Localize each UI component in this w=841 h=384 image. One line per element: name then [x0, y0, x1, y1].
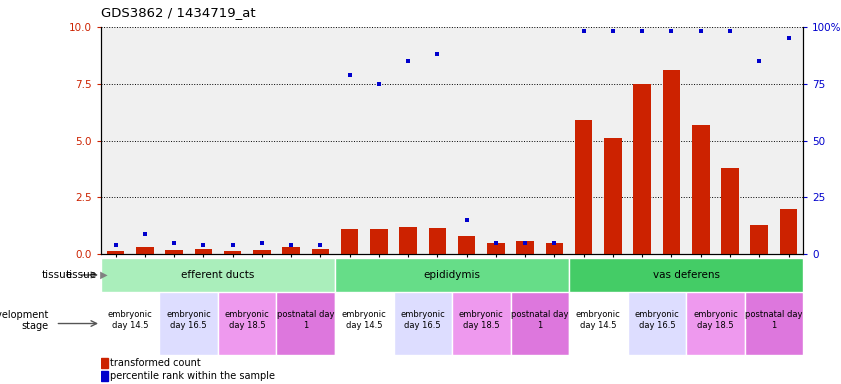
Text: efferent ducts: efferent ducts: [182, 270, 255, 280]
Point: [547, 240, 561, 246]
Bar: [692, 125, 710, 254]
Text: development
stage: development stage: [0, 310, 49, 331]
Point: [167, 240, 181, 246]
Bar: [686, 292, 744, 355]
Text: postnatal day
1: postnatal day 1: [277, 310, 335, 330]
Text: embryonic
day 18.5: embryonic day 18.5: [693, 310, 738, 330]
Bar: [744, 292, 803, 355]
Bar: [750, 225, 768, 254]
Text: postnatal day
1: postnatal day 1: [511, 310, 569, 330]
Bar: [452, 292, 510, 355]
Point: [753, 58, 766, 64]
Text: embryonic
day 16.5: embryonic day 16.5: [400, 310, 445, 330]
Text: vas deferens: vas deferens: [653, 270, 720, 280]
Point: [138, 231, 151, 237]
Point: [197, 242, 210, 248]
Text: GDS3862 / 1434719_at: GDS3862 / 1434719_at: [101, 6, 256, 19]
Text: postnatal day
1: postnatal day 1: [745, 310, 802, 330]
Bar: [253, 250, 271, 254]
Bar: [516, 240, 534, 254]
Bar: [335, 292, 394, 355]
Point: [108, 242, 122, 248]
Text: tissue: tissue: [66, 270, 97, 280]
Bar: [429, 228, 447, 254]
Bar: [101, 258, 335, 292]
Bar: [101, 358, 108, 368]
Text: tissue: tissue: [41, 270, 72, 280]
Point: [489, 240, 503, 246]
Point: [518, 240, 532, 246]
Bar: [487, 243, 505, 254]
Bar: [780, 209, 797, 254]
Point: [694, 28, 707, 35]
Bar: [311, 248, 329, 254]
Text: percentile rank within the sample: percentile rank within the sample: [110, 371, 275, 381]
Bar: [663, 70, 680, 254]
Text: epididymis: epididymis: [424, 270, 480, 280]
Bar: [335, 258, 569, 292]
Bar: [569, 292, 627, 355]
Point: [226, 242, 240, 248]
Point: [314, 242, 327, 248]
Bar: [627, 292, 686, 355]
Text: embryonic
day 14.5: embryonic day 14.5: [108, 310, 152, 330]
Bar: [136, 247, 154, 254]
Point: [343, 71, 357, 78]
Text: embryonic
day 18.5: embryonic day 18.5: [225, 310, 270, 330]
Bar: [575, 120, 592, 254]
Point: [284, 242, 298, 248]
Point: [723, 28, 737, 35]
Bar: [633, 84, 651, 254]
Bar: [370, 229, 388, 254]
Bar: [546, 243, 563, 254]
Point: [431, 51, 444, 57]
Bar: [510, 292, 569, 355]
Bar: [101, 371, 108, 381]
Point: [460, 217, 473, 223]
Bar: [101, 292, 160, 355]
Bar: [569, 258, 803, 292]
Bar: [160, 292, 218, 355]
Bar: [458, 236, 475, 254]
Text: embryonic
day 16.5: embryonic day 16.5: [167, 310, 211, 330]
Point: [255, 240, 268, 246]
Bar: [224, 251, 241, 254]
Text: embryonic
day 16.5: embryonic day 16.5: [634, 310, 680, 330]
Bar: [194, 248, 212, 254]
Point: [577, 28, 590, 35]
Bar: [722, 168, 738, 254]
Bar: [283, 247, 300, 254]
Point: [636, 28, 649, 35]
Bar: [277, 292, 335, 355]
Bar: [394, 292, 452, 355]
Bar: [604, 138, 621, 254]
Text: embryonic
day 18.5: embryonic day 18.5: [459, 310, 504, 330]
Point: [373, 81, 386, 87]
Text: embryonic
day 14.5: embryonic day 14.5: [342, 310, 387, 330]
Bar: [107, 251, 124, 254]
Text: ▶: ▶: [97, 270, 108, 280]
Bar: [166, 250, 182, 254]
Bar: [218, 292, 277, 355]
Point: [782, 35, 796, 41]
Point: [401, 58, 415, 64]
Bar: [399, 227, 417, 254]
Bar: [341, 229, 358, 254]
Text: transformed count: transformed count: [110, 358, 201, 368]
Text: embryonic
day 14.5: embryonic day 14.5: [576, 310, 621, 330]
Point: [606, 28, 620, 35]
Point: [664, 28, 678, 35]
